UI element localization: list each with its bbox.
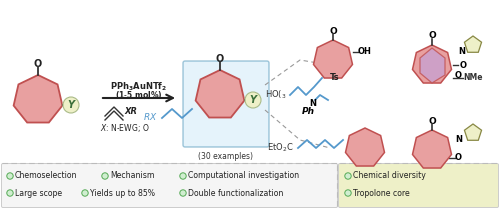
Circle shape xyxy=(180,173,186,179)
Circle shape xyxy=(7,173,13,179)
Circle shape xyxy=(7,190,13,196)
Text: EtO$_2$C: EtO$_2$C xyxy=(268,142,294,154)
Circle shape xyxy=(82,190,88,196)
Text: N: N xyxy=(455,135,462,144)
FancyBboxPatch shape xyxy=(183,61,269,147)
Polygon shape xyxy=(412,130,452,168)
Text: $\mathbf{(1\text{-}5\ mol\%)}$: $\mathbf{(1\text{-}5\ mol\%)}$ xyxy=(115,89,163,101)
Text: Y: Y xyxy=(68,100,74,110)
Circle shape xyxy=(63,97,79,113)
Text: O: O xyxy=(34,59,42,69)
Text: O: O xyxy=(329,27,337,36)
Text: (30 examples): (30 examples) xyxy=(198,152,254,161)
Polygon shape xyxy=(464,36,481,52)
Polygon shape xyxy=(196,70,244,117)
Text: Chemical diversity: Chemical diversity xyxy=(353,172,426,181)
Text: NMe: NMe xyxy=(463,74,482,83)
Circle shape xyxy=(180,190,186,196)
Polygon shape xyxy=(420,48,445,83)
Text: O: O xyxy=(455,153,462,163)
FancyBboxPatch shape xyxy=(2,163,338,208)
Text: Double functionalization: Double functionalization xyxy=(188,189,284,198)
Text: Tropolone core: Tropolone core xyxy=(353,189,410,198)
Text: $\it{RX}$: $\it{RX}$ xyxy=(144,111,158,121)
Polygon shape xyxy=(346,128,385,166)
Polygon shape xyxy=(14,75,62,122)
Text: N: N xyxy=(310,98,316,107)
Polygon shape xyxy=(314,40,352,78)
Text: $\it{X}$: N-EWG; O: $\it{X}$: N-EWG; O xyxy=(100,122,150,134)
Polygon shape xyxy=(412,45,452,83)
Text: O: O xyxy=(460,60,467,70)
Text: Ts: Ts xyxy=(330,74,340,83)
Circle shape xyxy=(102,173,108,179)
Text: Computational investigation: Computational investigation xyxy=(188,172,299,181)
Text: OH: OH xyxy=(358,47,372,56)
Text: Ph: Ph xyxy=(302,107,314,116)
Text: $\mathbf{PPh_3AuNTf_2}$: $\mathbf{PPh_3AuNTf_2}$ xyxy=(110,81,168,93)
Text: N: N xyxy=(458,47,465,56)
Text: O: O xyxy=(455,70,462,79)
FancyBboxPatch shape xyxy=(338,163,498,208)
Text: O: O xyxy=(428,32,436,41)
Polygon shape xyxy=(464,124,481,140)
Text: O: O xyxy=(428,116,436,125)
Text: O: O xyxy=(216,54,224,64)
Text: Yields up to 85%: Yields up to 85% xyxy=(90,189,155,198)
Circle shape xyxy=(345,173,351,179)
Text: Mechanism: Mechanism xyxy=(110,172,154,181)
Circle shape xyxy=(345,190,351,196)
Text: Chemoselection: Chemoselection xyxy=(15,172,78,181)
Text: Y: Y xyxy=(250,95,256,105)
Text: XR: XR xyxy=(124,107,137,116)
Circle shape xyxy=(245,92,261,108)
Text: HO$\mathregular{(}_3$: HO$\mathregular{(}_3$ xyxy=(266,89,287,101)
Text: Large scope: Large scope xyxy=(15,189,62,198)
